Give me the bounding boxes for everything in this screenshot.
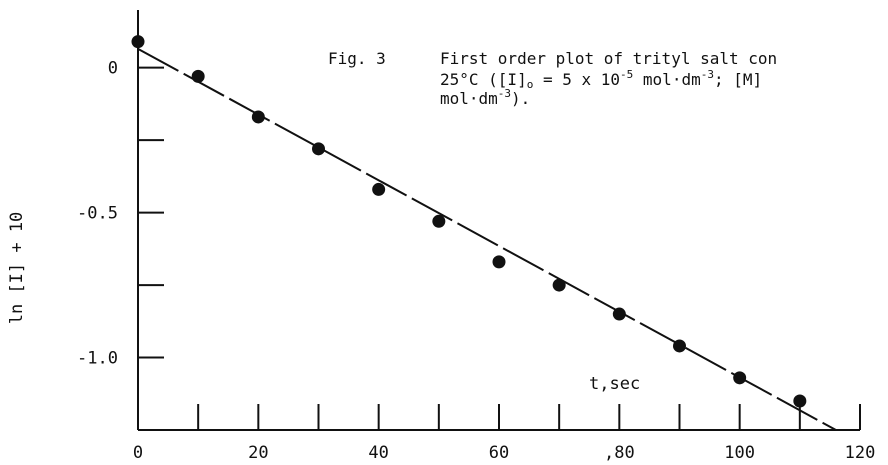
data-point <box>191 69 205 83</box>
x-tick-label: 60 <box>489 443 509 463</box>
svg-text:Fig. 3: Fig. 3 <box>328 49 386 68</box>
y-axis-label: ln [I] + 10 <box>7 212 27 325</box>
data-points <box>131 35 807 408</box>
svg-text:First order plot of trityl sal: First order plot of trityl salt con <box>440 49 777 68</box>
caption-line-2-sub: o <box>527 78 534 91</box>
x-tick-label: 20 <box>248 443 268 463</box>
caption-line-1: First order plot of trityl salt con <box>440 49 777 68</box>
svg-text:mol·dm-3).: mol·dm-3). <box>440 87 530 108</box>
caption-line-2c: mol·dm <box>633 70 700 89</box>
data-point <box>251 110 265 124</box>
x-tick-label: 0 <box>133 443 143 463</box>
x-tick-label: ,80 <box>604 443 635 463</box>
x-tick-label: 40 <box>368 443 388 463</box>
y-tick-label: 0 <box>108 59 118 79</box>
x-tick-label: 100 <box>724 443 755 463</box>
figure-caption: Fig. 3 First order plot of trityl salt c… <box>328 49 777 108</box>
x-tick-label: 120 <box>845 443 876 463</box>
caption-line-2d: ; [M] <box>714 70 762 89</box>
caption-line-2a: 25°C ([I] <box>440 70 527 89</box>
tick-labels: 0 20 40 60 ,80 100 120 0 -0.5 -1.0 <box>77 59 875 463</box>
data-point <box>793 394 807 408</box>
y-tick-label: -1.0 <box>77 349 118 369</box>
x-axis-label: t,sec <box>589 374 640 394</box>
caption-line-3b: ). <box>511 89 530 108</box>
caption-line-3-exp: -3 <box>498 87 511 100</box>
data-point <box>372 182 386 196</box>
data-point <box>312 142 325 156</box>
data-point <box>733 371 747 385</box>
caption-line-2-exp2: -3 <box>701 68 714 81</box>
y-tick-label: -0.5 <box>77 204 118 224</box>
caption-fig-number: Fig. 3 <box>328 49 386 68</box>
ticks <box>137 66 861 430</box>
caption-line-2-exp1: -5 <box>620 68 633 81</box>
data-point <box>673 339 686 353</box>
caption-line-2b: = 5 x 10 <box>533 70 620 89</box>
data-point <box>552 278 566 292</box>
data-point <box>612 307 626 321</box>
data-point <box>492 255 506 269</box>
data-point <box>432 214 446 228</box>
data-point <box>131 35 145 49</box>
svg-text:25°C ([I]o = 5 x 10-5 mol·dm-3: 25°C ([I]o = 5 x 10-5 mol·dm-3; [M] <box>440 68 762 91</box>
caption-line-3a: mol·dm <box>440 89 498 108</box>
